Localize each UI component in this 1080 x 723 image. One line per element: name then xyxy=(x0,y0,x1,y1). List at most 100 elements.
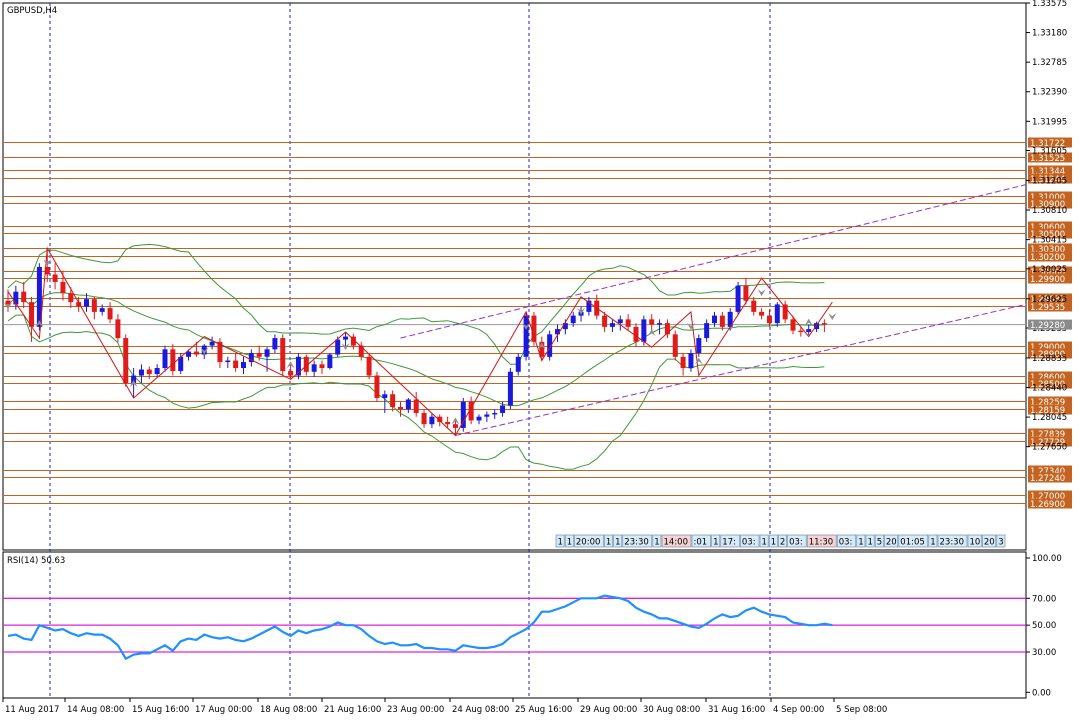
level-label-bg-24 xyxy=(1028,490,1072,501)
candle-body-79 xyxy=(625,319,631,327)
fractal-arrow-16 xyxy=(828,313,837,321)
level-label-bg-17 xyxy=(1028,378,1072,389)
rsi-title: RSI(14) 50.63 xyxy=(7,556,65,566)
candle-body-71 xyxy=(562,323,568,330)
level-label-24: 1.27000 xyxy=(1030,492,1065,502)
time-box-4 xyxy=(613,534,623,548)
level-label-17: 1.28500 xyxy=(1030,380,1065,390)
candle-body-30 xyxy=(241,362,246,369)
time-box-5 xyxy=(622,534,653,548)
time-box-label-19: 1 xyxy=(868,538,873,548)
candle-body-90 xyxy=(712,315,717,324)
time-box-23 xyxy=(928,534,938,548)
y-tick-label-3: 1.32390 xyxy=(1032,88,1067,98)
candle-body-97 xyxy=(766,315,772,324)
candle-body-62 xyxy=(492,412,498,415)
time-box-label-16: 11:30 xyxy=(809,538,834,548)
time-box-13 xyxy=(768,534,778,548)
candle-body-92 xyxy=(727,311,733,327)
y-tick-label-8: 1.30415 xyxy=(1032,236,1067,246)
y-tick-label-13: 1.28440 xyxy=(1032,384,1067,394)
level-label-bg-9 xyxy=(1028,251,1072,262)
candle-body-55 xyxy=(437,416,443,422)
x-tick-label-13: 5 Sep 08:00 xyxy=(836,705,887,715)
candle-body-16 xyxy=(131,375,137,384)
candle-body-8 xyxy=(68,293,74,303)
level-label-12: 1.29637 xyxy=(1030,295,1065,305)
candle-body-89 xyxy=(704,323,710,339)
time-box-26 xyxy=(982,534,997,548)
candle-body-56 xyxy=(445,421,451,425)
x-tick-label-4: 18 Aug 08:00 xyxy=(260,705,317,715)
candle-body-47 xyxy=(374,375,380,398)
candle-body-9 xyxy=(76,302,82,307)
time-box-label-4: 1 xyxy=(615,538,620,548)
time-box-21 xyxy=(884,534,899,548)
level-label-21: 1.27729 xyxy=(1030,438,1065,448)
time-box-18 xyxy=(856,534,866,548)
band-lower xyxy=(7,314,825,470)
candle-body-32 xyxy=(256,353,262,357)
candle-body-25 xyxy=(201,345,207,355)
level-label-bg-2 xyxy=(1028,165,1072,176)
candle-body-95 xyxy=(751,300,757,312)
candle-body-48 xyxy=(382,394,388,398)
candle-body-33 xyxy=(264,349,270,357)
x-tick-label-1: 14 Aug 08:00 xyxy=(67,705,124,715)
fractal-arrow-12 xyxy=(686,322,695,330)
level-label-19: 1.28159 xyxy=(1030,406,1065,416)
x-tick-label-12: 4 Sep 00:00 xyxy=(773,705,824,715)
fractal-arrow-14 xyxy=(757,289,766,297)
level-label-22: 1.27340 xyxy=(1030,467,1065,477)
candle-body-38 xyxy=(303,356,309,372)
candle-body-99 xyxy=(782,304,788,320)
time-box-9 xyxy=(711,534,721,548)
time-box-12 xyxy=(759,534,769,548)
fractal-arrow-11 xyxy=(647,329,656,337)
level-label-bg-12 xyxy=(1028,293,1072,304)
time-box-20 xyxy=(874,534,884,548)
candle-body-46 xyxy=(366,356,372,376)
candle-body-43 xyxy=(343,336,349,340)
level-label-6: 1.30600 xyxy=(1030,223,1065,233)
time-box-label-13: 1 xyxy=(771,538,776,548)
fractal-arrow-10 xyxy=(577,307,586,315)
fractal-arrow-6 xyxy=(341,343,350,351)
level-label-25: 1.26900 xyxy=(1030,500,1065,510)
candle-body-14 xyxy=(115,319,121,339)
candle-body-63 xyxy=(500,405,506,413)
candle-body-20 xyxy=(162,349,168,369)
candle-body-83 xyxy=(657,323,663,325)
level-label-bg-21 xyxy=(1028,436,1072,447)
time-box-label-11: 03: xyxy=(742,538,756,548)
x-tick-label-11: 31 Aug 16:00 xyxy=(708,705,765,715)
time-box-7 xyxy=(661,534,692,548)
candle-body-102 xyxy=(806,329,812,333)
time-box-11 xyxy=(740,534,760,548)
candle-body-91 xyxy=(719,315,725,327)
time-box-label-26: 20 xyxy=(984,538,995,548)
time-box-label-23: 1 xyxy=(930,538,935,548)
zigzag-line xyxy=(7,246,833,437)
candle-body-88 xyxy=(696,338,702,354)
candle-body-80 xyxy=(633,326,639,342)
candle-body-76 xyxy=(602,315,608,327)
candle-body-18 xyxy=(146,369,152,375)
time-box-label-25: 10 xyxy=(970,538,981,548)
level-label-13: 1.29535 xyxy=(1030,303,1065,313)
x-tick-label-7: 24 Aug 08:00 xyxy=(452,705,509,715)
level-label-bg-11 xyxy=(1028,273,1072,284)
candle-body-51 xyxy=(405,399,411,410)
level-label-bg-5 xyxy=(1028,198,1072,209)
rsi-tick-label-2: 50.00 xyxy=(1032,621,1056,631)
candle-body-69 xyxy=(547,334,553,357)
fractal-arrow-8 xyxy=(522,322,531,330)
candle-body-4 xyxy=(36,266,42,327)
candle-body-103 xyxy=(814,323,820,330)
candle-body-12 xyxy=(99,308,105,312)
time-box-0 xyxy=(555,534,565,548)
level-label-bg-22 xyxy=(1028,465,1072,476)
x-tick-label-3: 17 Aug 00:00 xyxy=(195,705,252,715)
candle-body-22 xyxy=(178,356,184,372)
